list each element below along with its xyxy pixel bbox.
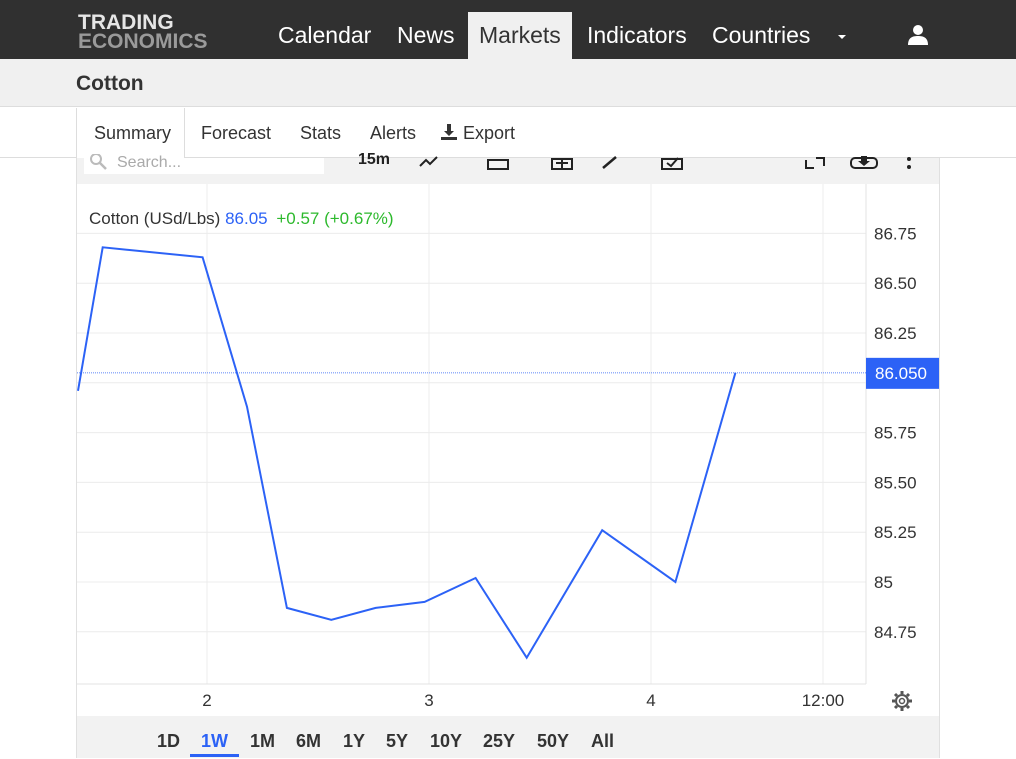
nav-indicators[interactable]: Indicators	[587, 22, 687, 48]
y-tick-label: 85.50	[874, 473, 917, 492]
nav-calendar[interactable]: Calendar	[278, 22, 372, 48]
legend-price: 86.05	[225, 209, 268, 228]
chart-settings-gear-icon[interactable]	[891, 690, 913, 712]
active-range-underline	[190, 754, 239, 757]
range-25y[interactable]: 25Y	[483, 731, 516, 751]
y-tick-label: 86.25	[874, 324, 917, 343]
y-tick-label: 84.75	[874, 623, 917, 642]
y-axis: 84.75 85 85.25 85.50 85.75 86.25 86.50 86.75	[874, 224, 917, 641]
symbol-search-input[interactable]	[84, 158, 324, 174]
nav-markets[interactable]: Markets	[468, 12, 572, 59]
compare-checkbox-icon[interactable]	[660, 156, 684, 170]
last-price-tag-text: 86.050	[875, 364, 927, 383]
tab-stats[interactable]: Stats	[300, 123, 342, 143]
interval-selector[interactable]: 15m	[358, 151, 391, 168]
page-header	[0, 59, 1016, 107]
y-tick-label: 85	[874, 573, 893, 592]
tab-summary[interactable]: Summary	[76, 108, 186, 159]
range-5y[interactable]: 5Y	[386, 731, 409, 751]
nav-countries[interactable]: Countries	[712, 22, 811, 48]
logo-line-2: ECONOMICS	[78, 30, 208, 53]
y-tick-label: 85.75	[874, 424, 917, 443]
cotton-price-line	[77, 246, 737, 660]
tab-export[interactable]: Export	[440, 108, 515, 158]
page-title: Cotton	[76, 72, 144, 95]
more-dropdown-caret-icon[interactable]	[838, 35, 846, 39]
logo-line-1: TRADING	[78, 11, 174, 34]
x-axis: 2 3 4 12:00	[202, 691, 844, 710]
download-icon	[441, 124, 457, 140]
range-all[interactable]: All	[591, 731, 615, 751]
range-1y[interactable]: 1Y	[343, 731, 366, 751]
x-tick-label: 4	[646, 691, 655, 710]
chart-type-icon[interactable]	[418, 156, 440, 168]
chart-grid	[77, 184, 867, 685]
calendar-icon[interactable]	[486, 158, 510, 170]
tab-forecast[interactable]: Forecast	[201, 123, 272, 143]
fullscreen-icon[interactable]	[803, 156, 827, 170]
x-tick-label: 3	[424, 691, 433, 710]
range-1w[interactable]: 1W	[201, 731, 228, 751]
x-tick-label: 12:00	[802, 691, 845, 710]
download-chart-icon[interactable]	[849, 154, 879, 170]
range-1m[interactable]: 1M	[250, 731, 276, 751]
range-10y[interactable]: 10Y	[430, 731, 463, 751]
legend-series-name: Cotton (USd/Lbs)	[89, 209, 221, 228]
tab-export-label: Export	[463, 123, 516, 143]
search-placeholder: Search...	[117, 154, 182, 171]
y-tick-label: 86.50	[874, 274, 917, 293]
more-options-icon[interactable]	[905, 152, 913, 172]
trading-economics-logo[interactable]: TRADING ECONOMICS	[78, 11, 208, 53]
tab-alerts[interactable]: Alerts	[370, 123, 417, 143]
x-tick-label: 2	[202, 691, 211, 710]
nav-news[interactable]: News	[397, 22, 455, 48]
y-tick-label: 85.25	[874, 523, 917, 542]
range-1d[interactable]: 1D	[157, 731, 181, 751]
add-indicator-icon[interactable]	[550, 158, 574, 170]
draw-pencil-icon[interactable]	[600, 156, 622, 170]
chart-legend: Cotton (USd/Lbs) 86.05 +0.57 (+0.67%)	[89, 209, 394, 229]
user-icon[interactable]	[906, 24, 930, 46]
search-icon	[90, 154, 107, 170]
y-tick-label: 86.75	[874, 224, 917, 243]
last-price-tag: 86.050	[866, 357, 939, 389]
range-50y[interactable]: 50Y	[537, 731, 570, 751]
range-6m[interactable]: 6M	[296, 731, 322, 751]
last-price-tag-bg	[866, 357, 939, 389]
legend-change: +0.57 (+0.67%)	[276, 209, 394, 228]
range-selector-bar	[77, 716, 939, 758]
